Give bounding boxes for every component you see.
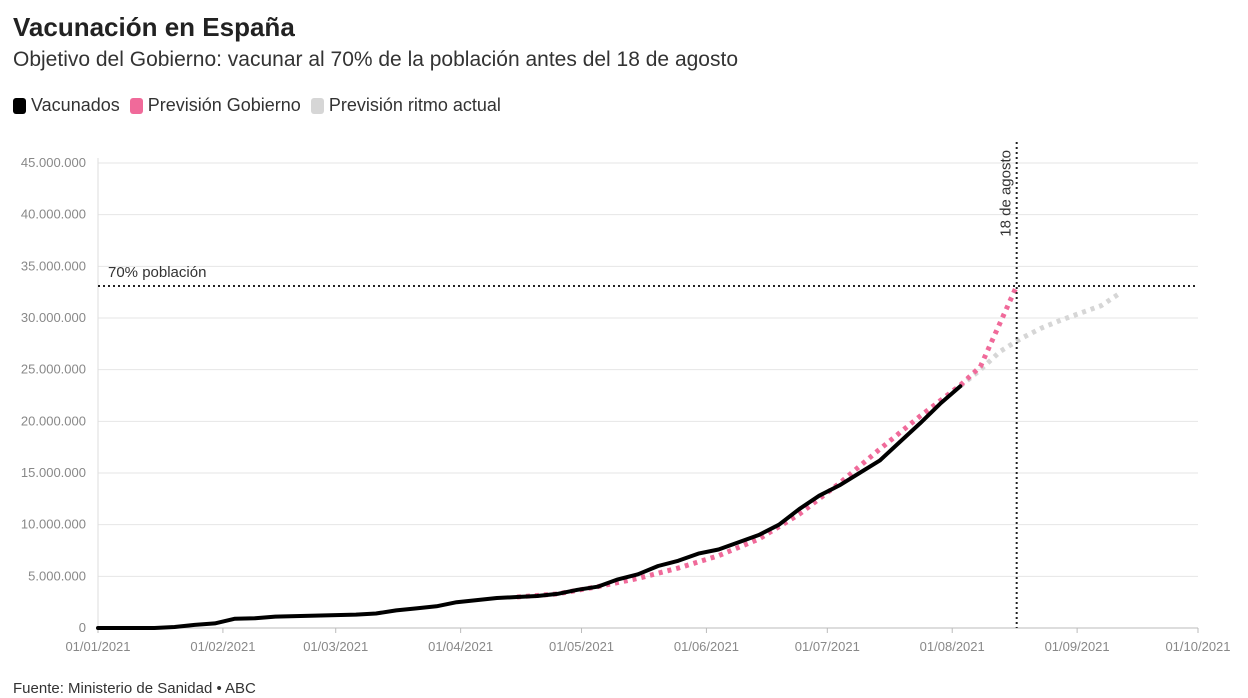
y-tick-label: 45.000.000 — [21, 155, 86, 170]
chart-subtitle: Objetivo del Gobierno: vacunar al 70% de… — [13, 48, 738, 71]
x-tick-label: 01/10/2021 — [1165, 639, 1230, 654]
legend-label-prevision-ritmo: Previsión ritmo actual — [328, 95, 501, 115]
legend-swatch-vacunados — [13, 97, 26, 114]
x-tick-label: 01/02/2021 — [190, 639, 255, 654]
gridlines — [97, 158, 1198, 629]
x-tick-label: 01/06/2021 — [674, 639, 739, 654]
x-tick-label: 01/03/2021 — [303, 639, 368, 654]
x-tick-label: 01/07/2021 — [795, 639, 860, 654]
y-tick-label: 35.000.000 — [21, 258, 86, 273]
legend-item-prevision-ritmo[interactable]: Previsión ritmo actual — [310, 95, 501, 116]
x-tick-label: 01/09/2021 — [1045, 639, 1110, 654]
y-tick-label: 0 — [79, 620, 86, 635]
series-prevision-gobierno — [516, 284, 1019, 600]
legend-swatch-prevision-gobierno — [129, 97, 143, 114]
legend-item-prevision-gobierno[interactable]: Previsión Gobierno — [129, 95, 301, 116]
legend: Vacunados Previsión Gobierno Previsión r… — [13, 95, 501, 116]
ref-label-70-poblacion: 70% población — [108, 264, 206, 281]
chart-title: Vacunación en España — [13, 12, 295, 42]
legend-swatch-prevision-ritmo — [310, 97, 324, 114]
y-tick-label: 25.000.000 — [21, 362, 86, 377]
y-tick-label: 30.000.000 — [21, 310, 86, 325]
y-tick-label: 15.000.000 — [21, 465, 86, 480]
legend-label-vacunados: Vacunados — [31, 95, 120, 115]
x-tick-label: 01/04/2021 — [428, 639, 493, 654]
x-tick-label: 01/05/2021 — [549, 639, 614, 654]
x-tick-label: 01/01/2021 — [65, 639, 130, 654]
series-vacunados — [96, 384, 963, 630]
series-group — [96, 284, 1123, 630]
y-tick-label: 10.000.000 — [21, 517, 86, 532]
legend-item-vacunados[interactable]: Vacunados — [13, 95, 120, 116]
ref-label-18-agosto: 18 de agosto — [998, 150, 1015, 237]
y-axis: 0 5.000.000 10.000.000 15.000.000 20.000.000… — [21, 155, 86, 635]
y-tick-label: 20.000.000 — [21, 413, 86, 428]
x-axis: 01/01/2021 01/02/2021 01/03/2021 01/04/2021… — [65, 628, 1231, 654]
series-prevision-ritmo-actual — [958, 290, 1123, 389]
y-tick-label: 5.000.000 — [28, 568, 86, 583]
x-tick-label: 01/08/2021 — [920, 639, 985, 654]
y-tick-label: 40.000.000 — [21, 207, 86, 222]
legend-label-prevision-gobierno: Previsión Gobierno — [147, 95, 301, 115]
source-note: Fuente: Ministerio de Sanidad • ABC — [13, 680, 256, 697]
reference-lines: 70% población 18 de agosto — [98, 142, 1198, 628]
